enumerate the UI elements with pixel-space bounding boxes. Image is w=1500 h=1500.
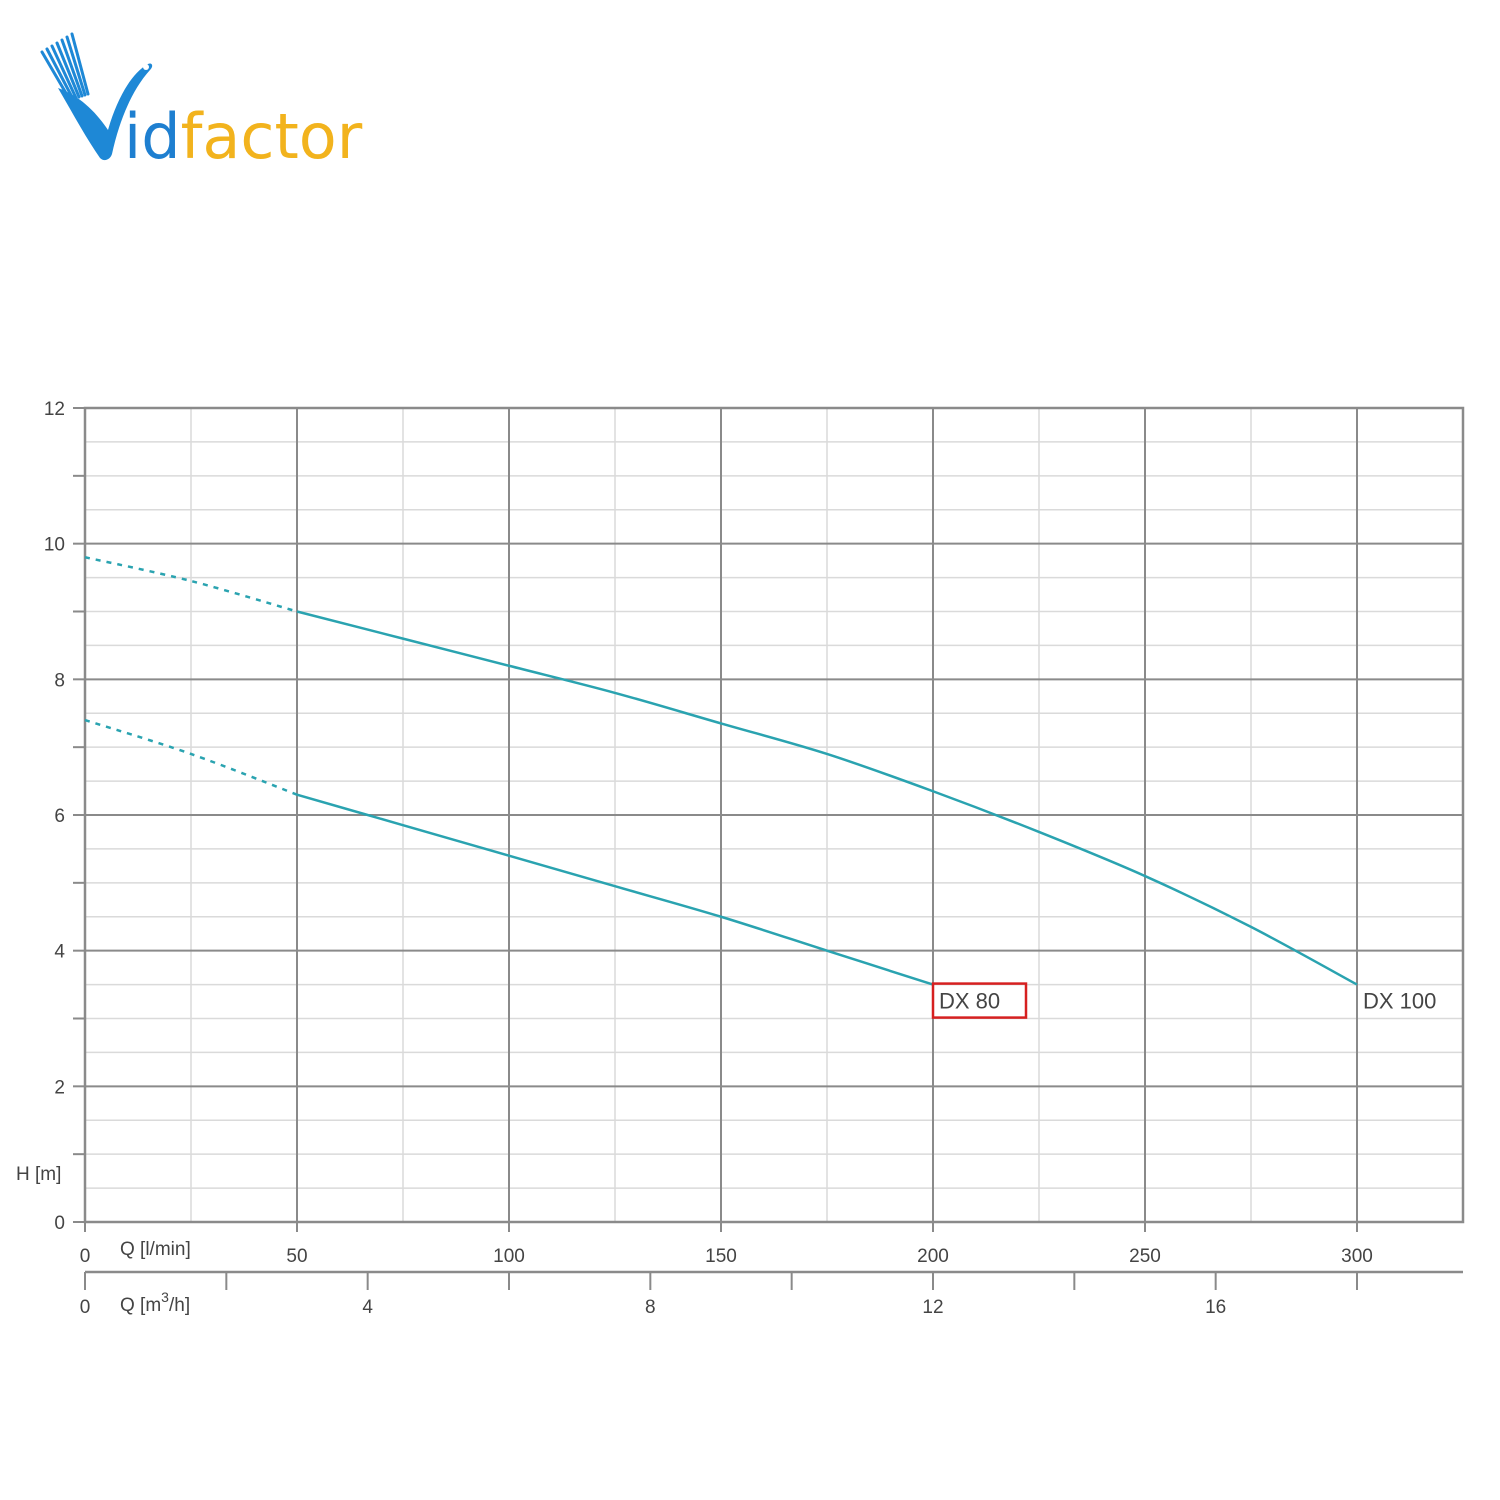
vidfactor-logo: idfactor	[40, 32, 363, 173]
x-primary-tick-label: 150	[705, 1246, 737, 1267]
series-dx-100-dashed	[84, 556, 298, 613]
feather-stroke	[45, 47, 75, 101]
x-axis-secondary: 0 4 8 12 16	[80, 1270, 1463, 1318]
logo-bird-eye	[143, 64, 149, 70]
x-secondary-tick-label: 16	[1205, 1297, 1226, 1318]
feather-stroke	[65, 35, 87, 97]
x-secondary-tick-label: 4	[362, 1297, 373, 1318]
logo-v-shape	[58, 63, 153, 161]
y-tick-label: 12	[44, 399, 65, 420]
logo-wordmark: idfactor	[124, 100, 363, 173]
x-secondary-tick-label: 8	[645, 1297, 656, 1318]
x-secondary-tick-label: 12	[922, 1297, 943, 1318]
y-tick-label: 2	[54, 1077, 65, 1098]
x-primary-tick-label: 300	[1341, 1246, 1373, 1267]
y-tick-label: 10	[44, 535, 65, 556]
series-labels: DX 80 DX 100	[931, 982, 1436, 1019]
y-tick-label: 4	[54, 942, 65, 963]
x-axis-primary-tick-labels: 0 50 100 150 200 250 300	[80, 1222, 1373, 1267]
feather-stroke	[50, 44, 78, 100]
x-primary-tick-label: 200	[917, 1246, 949, 1267]
y-tick-label: 8	[54, 670, 65, 691]
plot-area: 0 2 4 6 8 10 12 0 50 100 150 200 250 300 0 4 8 12 16 DX …	[16, 399, 1465, 1318]
y-tick-label: 0	[54, 1213, 65, 1234]
series-dx-100-line	[296, 610, 1358, 986]
x-primary-tick-label: 0	[80, 1246, 91, 1267]
feather-icon	[40, 32, 90, 102]
x-primary-tick-label: 100	[493, 1246, 525, 1267]
x-primary-tick-label: 50	[286, 1246, 307, 1267]
feather-stroke	[70, 32, 90, 96]
major-grid	[85, 408, 1463, 1222]
x-axis-primary-title: Q [l/min]	[120, 1239, 191, 1260]
y-axis-tick-labels: 0 2 4 6 8 10 12	[44, 399, 66, 1234]
feather-stroke	[60, 38, 84, 98]
minor-grid	[85, 408, 1463, 1222]
x-primary-tick-label: 250	[1129, 1246, 1161, 1267]
y-axis-title: H [m]	[16, 1164, 61, 1185]
highlight-box	[931, 982, 1028, 1019]
series-group	[84, 556, 1358, 986]
series-label-dx-80: DX 80	[939, 989, 1000, 1014]
series-dx-80-line	[296, 793, 934, 986]
series-label-dx-100: DX 100	[1363, 989, 1436, 1014]
y-axis-ticks	[73, 407, 85, 1223]
y-tick-label: 6	[54, 806, 65, 827]
x-secondary-tick-label: 0	[80, 1297, 91, 1318]
series-dx-80-dashed	[84, 718, 298, 796]
feather-stroke	[55, 41, 81, 99]
x-axis-secondary-title: Q [m3/h]	[120, 1289, 190, 1316]
